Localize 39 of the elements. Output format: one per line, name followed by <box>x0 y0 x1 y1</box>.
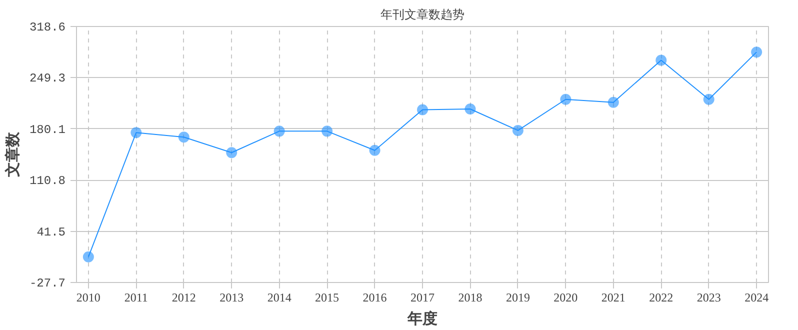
point <box>512 124 524 136</box>
x-tick-label: 2018 <box>458 290 482 304</box>
x-tick-label: 2016 <box>362 290 387 304</box>
point <box>274 126 285 137</box>
x-tick-label: 2021 <box>601 290 626 304</box>
y-tick-label: 318.6 <box>29 20 66 34</box>
x-axis-title: 年度 <box>406 310 438 328</box>
x-tick-label: 2011 <box>124 290 148 304</box>
chart-title: 年刊文章数趋势 <box>380 8 464 22</box>
y-tick-label: 249.3 <box>29 72 66 86</box>
point <box>560 94 572 105</box>
x-tick-label: 2024 <box>744 290 769 304</box>
x-tick-label: 2017 <box>410 290 434 304</box>
y-tick-label: 180.1 <box>29 122 66 137</box>
y-tick-label: 110.8 <box>29 174 66 188</box>
x-tick-label: 2019 <box>506 290 530 304</box>
point <box>703 94 714 105</box>
point <box>369 144 380 156</box>
x-tick-label: 2014 <box>267 290 292 304</box>
x-tick-label: 2015 <box>315 290 340 304</box>
point <box>178 132 190 143</box>
x-tick-label: 2010 <box>76 290 100 304</box>
point <box>417 104 428 116</box>
y-axis-title: 文章数 <box>3 131 22 178</box>
point <box>226 147 238 158</box>
point <box>464 104 476 114</box>
y-tick-label: 41.5 <box>36 225 66 240</box>
point <box>608 96 619 108</box>
point <box>82 251 94 262</box>
point <box>656 54 667 66</box>
x-tick-label: 2022 <box>649 290 674 304</box>
point <box>130 127 142 138</box>
x-tick-label: 2013 <box>220 290 244 304</box>
x-tick-label: 2023 <box>696 290 721 304</box>
point <box>322 126 333 137</box>
y-tick-label: -27.7 <box>29 276 66 290</box>
x-tick-label: 2012 <box>172 290 196 304</box>
x-tick-label: 2020 <box>554 290 578 304</box>
point <box>751 46 762 58</box>
